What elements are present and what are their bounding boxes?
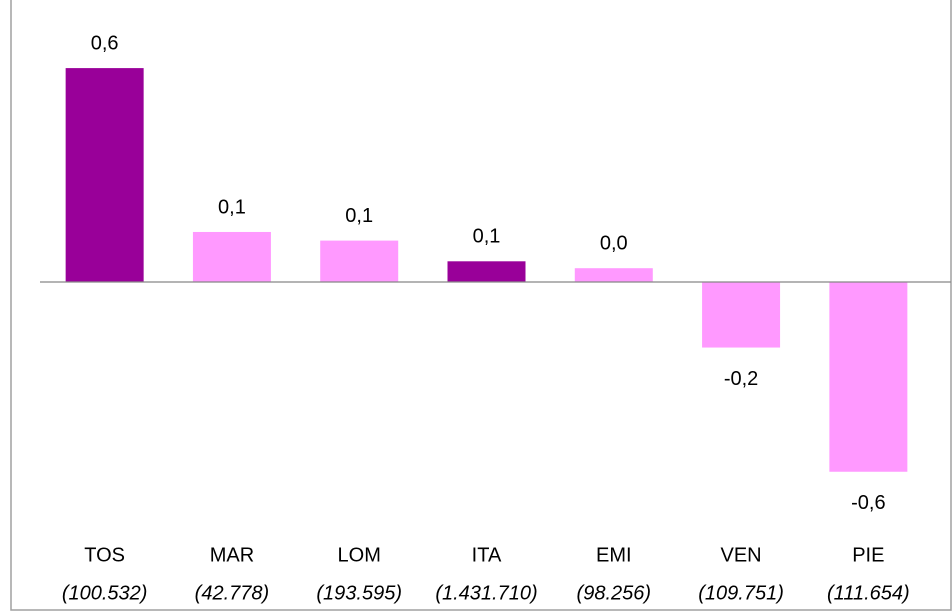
value-label: 0,1 — [473, 226, 501, 248]
value-label: 0,1 — [218, 196, 246, 218]
chart-border — [10, 0, 952, 611]
bar — [65, 68, 144, 282]
x-sublabel: (42.778) — [195, 582, 270, 604]
value-label: -0,2 — [724, 368, 758, 390]
x-tick-label: EMI — [596, 544, 632, 566]
bar — [320, 240, 399, 282]
value-label: 0,0 — [600, 232, 628, 254]
bar — [702, 282, 781, 348]
x-tick-label: VEN — [721, 544, 762, 566]
value-label: 0,1 — [345, 205, 373, 227]
bar — [192, 231, 271, 282]
x-sublabel: (1.431.710) — [435, 582, 537, 604]
x-tick-label: ITA — [472, 544, 502, 566]
x-tick-label: PIE — [852, 544, 884, 566]
value-label: 0,6 — [91, 32, 119, 54]
x-sublabel: (98.256) — [577, 582, 652, 604]
x-sublabel: (193.595) — [316, 582, 402, 604]
x-tick-label: LOM — [338, 544, 381, 566]
x-tick-label: TOS — [84, 544, 125, 566]
bar — [829, 282, 908, 472]
bar — [447, 261, 526, 282]
x-sublabel: (109.751) — [698, 582, 784, 604]
value-label: -0,6 — [851, 492, 885, 514]
bar — [574, 268, 653, 282]
x-tick-label: MAR — [210, 544, 254, 566]
x-sublabel: (100.532) — [62, 582, 148, 604]
x-sublabel: (111.654) — [827, 582, 910, 604]
